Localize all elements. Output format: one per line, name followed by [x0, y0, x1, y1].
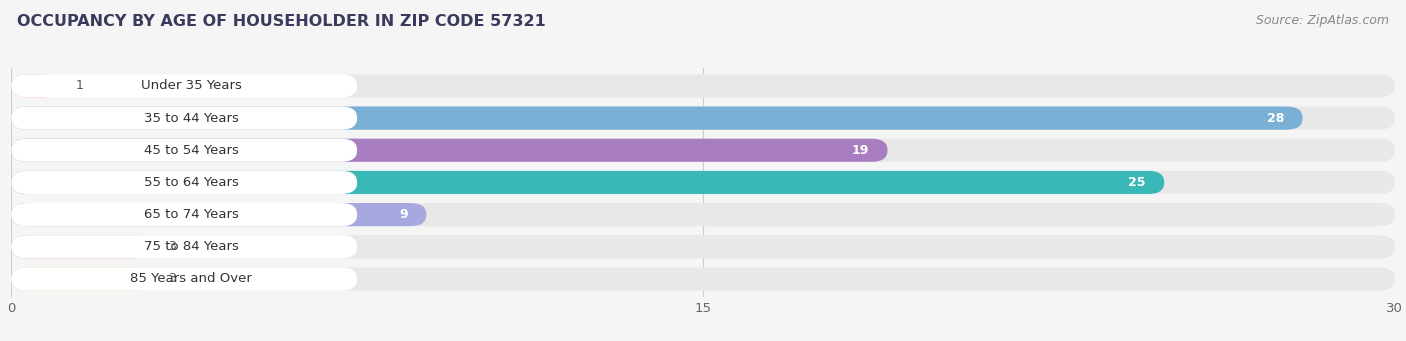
Text: 25: 25 — [1128, 176, 1146, 189]
Text: 65 to 74 Years: 65 to 74 Years — [143, 208, 239, 221]
Text: 55 to 64 Years: 55 to 64 Years — [143, 176, 239, 189]
FancyBboxPatch shape — [11, 203, 357, 226]
FancyBboxPatch shape — [11, 235, 357, 258]
FancyBboxPatch shape — [11, 106, 357, 130]
Text: 3: 3 — [169, 240, 176, 253]
Text: 28: 28 — [1267, 112, 1284, 124]
FancyBboxPatch shape — [11, 267, 1395, 291]
FancyBboxPatch shape — [11, 203, 1395, 226]
Text: Source: ZipAtlas.com: Source: ZipAtlas.com — [1256, 14, 1389, 27]
FancyBboxPatch shape — [11, 74, 1395, 98]
Text: 35 to 44 Years: 35 to 44 Years — [143, 112, 239, 124]
FancyBboxPatch shape — [11, 74, 357, 98]
Text: 19: 19 — [852, 144, 869, 157]
FancyBboxPatch shape — [11, 235, 149, 258]
Text: 1: 1 — [76, 79, 84, 92]
FancyBboxPatch shape — [11, 171, 1164, 194]
FancyBboxPatch shape — [11, 106, 1395, 130]
FancyBboxPatch shape — [11, 267, 149, 291]
FancyBboxPatch shape — [11, 74, 58, 98]
FancyBboxPatch shape — [11, 139, 357, 162]
FancyBboxPatch shape — [11, 171, 357, 194]
FancyBboxPatch shape — [11, 106, 1302, 130]
FancyBboxPatch shape — [11, 267, 357, 291]
Text: 3: 3 — [169, 272, 176, 285]
FancyBboxPatch shape — [11, 235, 1395, 258]
Text: 75 to 84 Years: 75 to 84 Years — [143, 240, 239, 253]
Text: 85 Years and Over: 85 Years and Over — [131, 272, 252, 285]
Text: Under 35 Years: Under 35 Years — [141, 79, 242, 92]
FancyBboxPatch shape — [11, 139, 887, 162]
Text: 45 to 54 Years: 45 to 54 Years — [143, 144, 239, 157]
FancyBboxPatch shape — [11, 171, 1395, 194]
Text: OCCUPANCY BY AGE OF HOUSEHOLDER IN ZIP CODE 57321: OCCUPANCY BY AGE OF HOUSEHOLDER IN ZIP C… — [17, 14, 546, 29]
Text: 9: 9 — [399, 208, 408, 221]
FancyBboxPatch shape — [11, 203, 426, 226]
FancyBboxPatch shape — [11, 139, 1395, 162]
